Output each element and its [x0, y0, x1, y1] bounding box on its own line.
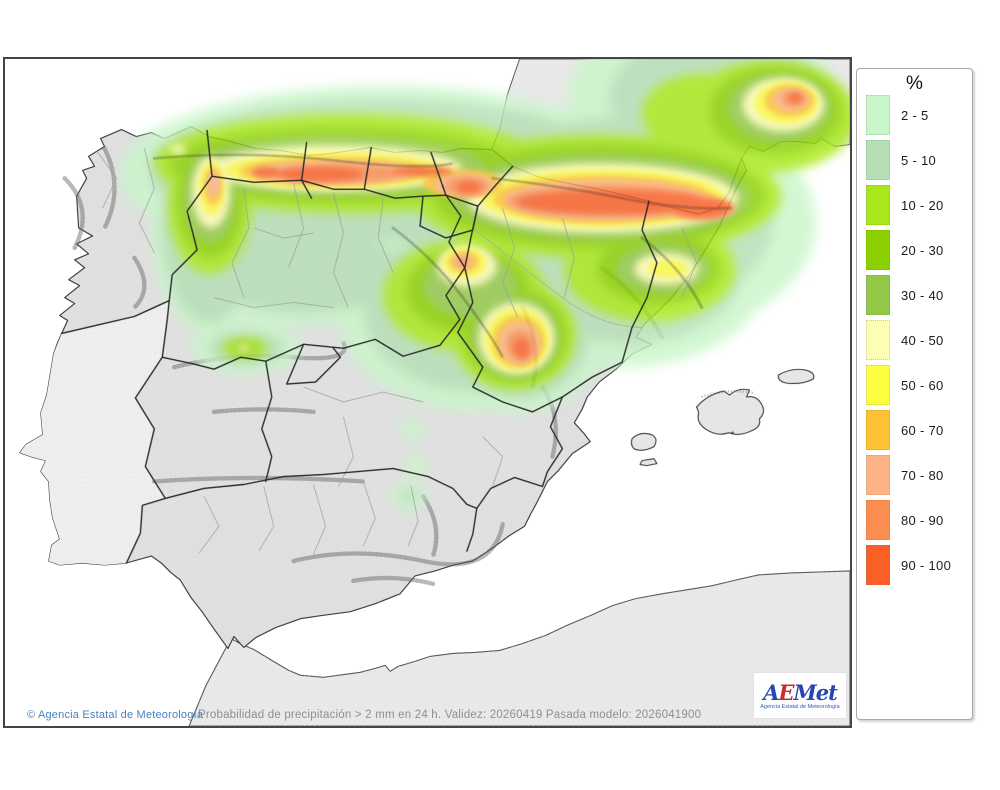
legend-label: 60 - 70: [901, 422, 944, 438]
legend-swatch: [866, 230, 890, 270]
legend-swatch: [866, 95, 890, 135]
legend-swatch: [866, 275, 890, 315]
legend-item: 40 - 50: [866, 320, 972, 360]
legend-label: 70 - 80: [901, 467, 944, 483]
legend-item: 20 - 30: [866, 230, 972, 270]
legend-swatch: [866, 500, 890, 540]
legend-label: 40 - 50: [901, 332, 944, 348]
legend-item: 90 - 100: [866, 545, 972, 585]
legend-item: 50 - 60: [866, 365, 972, 405]
relief-overlay-pass: [153, 153, 733, 359]
mallorca: [696, 388, 765, 435]
legend-item: 10 - 20: [866, 185, 972, 225]
legend-title: %: [906, 73, 923, 94]
legend-item: 30 - 40: [866, 275, 972, 315]
legend-label: 80 - 90: [901, 512, 944, 528]
province-borders: [96, 148, 698, 555]
logo-letters-met: Met: [793, 679, 838, 705]
menorca: [777, 368, 815, 385]
legend-item: 2 - 5: [866, 95, 972, 135]
legend-panel: % 2 - 5 5 - 10 10 - 20 20 - 30 30 - 40 40 - 5…: [856, 68, 973, 720]
legend-swatch: [866, 410, 890, 450]
aemet-logo-wordmark: AEMet: [763, 679, 838, 705]
footer-info: Probabilidad de precipitación > 2 mm en …: [198, 709, 702, 721]
legend-item: 5 - 10: [866, 140, 972, 180]
map-frame: © Agencia Estatal de Meteorología Probab…: [3, 57, 852, 728]
legend-swatch: [866, 140, 890, 180]
africa-landmass: [188, 570, 850, 726]
aemet-logo-subtitle: Agencia Estatal de Meteorología: [760, 703, 840, 710]
cabrera: [731, 431, 734, 435]
legend-label: 50 - 60: [901, 377, 944, 393]
legend-label: 20 - 30: [901, 242, 944, 258]
logo-letter-e: E: [778, 679, 794, 705]
legend-item: 60 - 70: [866, 410, 972, 450]
legend-label: 2 - 5: [901, 107, 929, 123]
logo-letter-a: A: [763, 679, 779, 705]
legend-label: 30 - 40: [901, 287, 944, 303]
legend-item: 70 - 80: [866, 455, 972, 495]
legend-swatch: [866, 185, 890, 225]
legend-swatch: [866, 320, 890, 360]
legend-swatch: [866, 365, 890, 405]
legend-label: 10 - 20: [901, 197, 944, 213]
balearic-islands: [630, 368, 815, 467]
legend-label: 5 - 10: [901, 152, 937, 168]
legend-item: 80 - 90: [866, 500, 972, 540]
ibiza: [630, 432, 657, 451]
footer-copyright: © Agencia Estatal de Meteorología: [27, 709, 204, 721]
formentera: [639, 458, 658, 467]
region-borders: [61, 129, 658, 564]
aemet-logo: AEMet Agencia Estatal de Meteorología: [753, 672, 847, 719]
legend-swatch: [866, 545, 890, 585]
map-canvas: [5, 59, 850, 726]
legend-rows: 2 - 5 5 - 10 10 - 20 20 - 30 30 - 40 40 - 50 5…: [857, 95, 972, 585]
legend-swatch: [866, 455, 890, 495]
legend-label: 90 - 100: [901, 557, 952, 573]
